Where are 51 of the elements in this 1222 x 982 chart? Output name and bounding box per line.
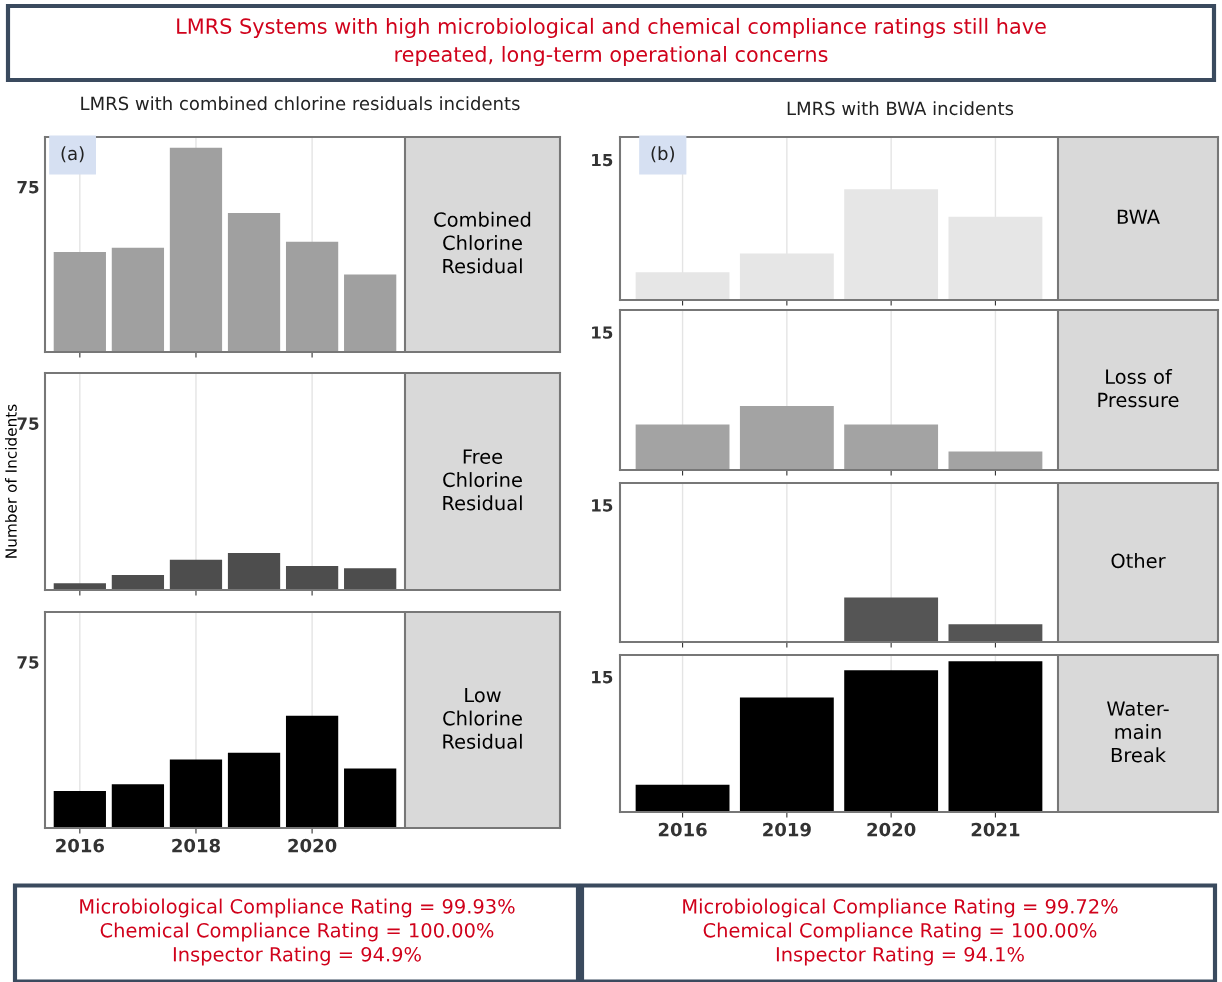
text: LMRS with BWA incidents: [787, 101, 1014, 116]
text: Microbiological Compliance Rating = 99.93% Chemical Compliance Rating = 100.00% Inspector Rating = 94.9%: [80, 898, 515, 966]
text: 15: [592, 326, 613, 339]
text: LMRS Systems with high microbiological and chemical compliance ratings still have repeated, long-term operational concerns: [177, 17, 1046, 67]
text: 75: [17, 181, 39, 194]
bar: [53, 583, 106, 590]
bar: [285, 566, 339, 590]
text: 15: [592, 671, 613, 684]
y-axis-title: Number of Incidents: [5, 404, 17, 558]
x-tick-label: 2016: [56, 838, 104, 853]
bar: [739, 697, 834, 812]
annotation: (a): [61, 146, 84, 163]
bar: [53, 251, 106, 352]
text: Loss of Pressure: [1098, 368, 1179, 408]
bar: [111, 247, 165, 352]
x-tick-label: 2020: [867, 822, 916, 837]
bar: [53, 790, 106, 828]
bar: [285, 715, 339, 828]
bar: [169, 147, 223, 352]
x-tick-label: 2020: [288, 838, 337, 853]
bar: [344, 568, 397, 590]
bar: [635, 784, 730, 812]
text: 75: [17, 417, 39, 430]
text: Low Chlorine Residual: [443, 687, 522, 749]
text: Water- main Break: [1107, 701, 1169, 763]
bar: [844, 670, 939, 812]
bar: [227, 752, 281, 828]
text: Microbiological Compliance Rating = 99.72% Chemical Compliance Rating = 100.00% Inspector Rating = 94.1%: [683, 898, 1118, 966]
x-tick-label: 2016: [658, 822, 707, 837]
bar: [111, 784, 165, 828]
text: Other: [1111, 553, 1166, 569]
bar: [169, 559, 223, 590]
bar: [344, 274, 397, 352]
x-tick-label: 2018: [172, 838, 220, 853]
bar: [227, 213, 281, 352]
bar: [169, 759, 223, 828]
text: 75: [17, 656, 39, 669]
bar: [285, 241, 339, 352]
x-tick-label: 2019: [763, 822, 811, 837]
text: LMRS with combined chlorine residuals incidents: [81, 96, 520, 111]
bar: [948, 661, 1043, 812]
text: Combined Chlorine Residual: [434, 211, 531, 274]
text: BWA: [1117, 209, 1160, 224]
bar: [344, 768, 397, 828]
text: 15: [592, 153, 613, 167]
x-tick-label: 2021: [971, 822, 1020, 837]
text: 15: [592, 499, 613, 512]
text: (b): [651, 146, 674, 163]
text: Free Chlorine Residual: [443, 449, 522, 511]
bar: [111, 574, 165, 590]
bar: [227, 553, 281, 590]
